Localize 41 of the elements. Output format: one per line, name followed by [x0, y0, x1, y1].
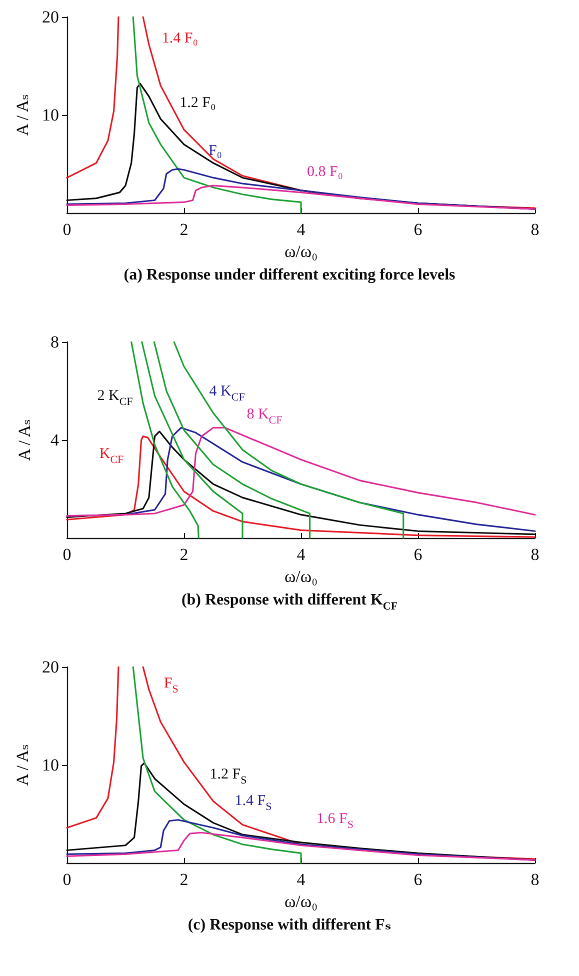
series-label: 0.8 F₀: [306, 164, 344, 180]
x-tick-label: 8: [530, 870, 540, 889]
line-series: [173, 341, 404, 539]
x-tick-label: 6: [414, 220, 422, 239]
series-label: F₀: [208, 143, 222, 160]
x-tick-label: 8: [530, 220, 540, 239]
y-axis-title: A / Aₛ: [13, 94, 32, 136]
y-tick-label: 20: [42, 658, 59, 676]
x-tick-label: 8: [530, 545, 540, 564]
y-tick-label: 8: [50, 332, 59, 352]
y-tick-label: 20: [42, 8, 59, 26]
line-series: [141, 341, 244, 539]
y-axis-title: A / Aₛ: [15, 419, 34, 461]
x-tick-label: 4: [296, 220, 306, 239]
x-axis-title: ω/ω₀: [284, 567, 318, 586]
x-tick-label: 0: [62, 545, 72, 564]
x-tick-label: 0: [62, 870, 72, 889]
y-tick-label: 10: [42, 756, 59, 774]
x-tick-label: 4: [296, 870, 306, 889]
line-series: [132, 666, 302, 864]
y-tick-label: 10: [42, 106, 59, 124]
x-tick-label: 0: [62, 220, 72, 239]
x-tick-label: 6: [414, 545, 422, 564]
x-axis-title: ω/ω₀: [284, 892, 318, 911]
x-tick-label: 2: [180, 220, 188, 239]
series-label: 1.4 F₀: [162, 30, 198, 46]
text: (c) Response with different Fₛ: [188, 916, 392, 934]
line-series: [132, 16, 302, 214]
y-tick-label: 4: [50, 430, 60, 450]
text: (a) Response under different exciting force levels: [124, 266, 456, 284]
line-series: [66, 184, 536, 210]
line-series: [66, 832, 536, 861]
x-axis-title: ω/ω₀: [284, 242, 318, 261]
series-label: 1.2 F₀: [180, 94, 216, 111]
x-tick-label: 4: [296, 545, 306, 564]
line-series: [130, 341, 200, 539]
x-tick-label: 2: [180, 545, 188, 564]
x-tick-label: 6: [414, 870, 422, 889]
x-tick-label: 2: [180, 870, 188, 889]
line-series: [153, 341, 311, 539]
y-axis-title: A / Aₛ: [13, 744, 32, 786]
